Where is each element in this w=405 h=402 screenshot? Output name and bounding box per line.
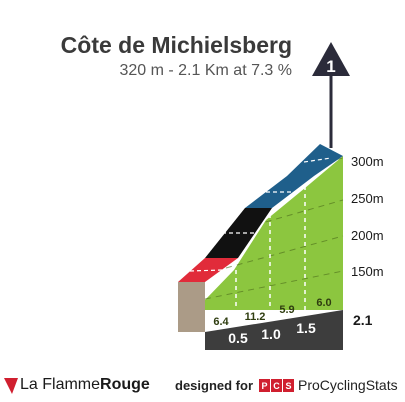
laflammerouge-brand: La FlammeRouge	[20, 376, 150, 394]
segment-ribbon-4	[287, 144, 343, 176]
pcs-badge-icon: P C S	[259, 379, 294, 392]
gradient-label-1: 6.4	[213, 316, 229, 328]
pcs-name: ProCyclingStats	[298, 377, 398, 393]
ribbon-dashes	[189, 157, 332, 272]
km-label-0.5: 0.5	[228, 330, 248, 346]
altitude-tick-200: 200m	[351, 228, 384, 243]
km-label-1.5: 1.5	[296, 320, 316, 336]
profile-face	[205, 156, 343, 310]
designed-for-label: designed for	[175, 378, 254, 393]
pcs-badge-s-letter: S	[285, 381, 291, 391]
marker-triangle-icon	[312, 42, 350, 76]
total-distance-label: 2.1	[353, 312, 373, 328]
segment-ribbon-1	[178, 258, 238, 282]
pcs-badge-c-letter: C	[273, 381, 280, 391]
km-separators	[235, 186, 306, 310]
laflammerouge-logo-icon	[4, 378, 18, 394]
ribbon-dash-4	[303, 157, 332, 163]
flame-shape	[4, 378, 18, 394]
gradient-label-3: 5.9	[279, 304, 294, 316]
gridline-200	[225, 235, 344, 269]
gradient-label-2: 11.2	[245, 311, 266, 323]
climb-marker: 1	[312, 42, 350, 148]
pcs-badge-p	[259, 379, 270, 392]
brand-prefix: La Flamme	[20, 376, 101, 393]
climb-title: Côte de Michielsberg	[60, 32, 292, 58]
climb-subtitle: 320 m - 2.1 Km at 7.3 %	[119, 62, 292, 79]
segment-ribbon-3	[245, 176, 314, 208]
gridline-150	[204, 270, 344, 300]
gradient-label-4: 6.0	[316, 297, 331, 309]
ribbon-dash-1	[189, 269, 223, 272]
altitude-tick-150: 150m	[351, 264, 384, 279]
pcs-badge-c	[271, 379, 282, 392]
altitude-tick-300: 300m	[351, 154, 384, 169]
distance-bar	[205, 310, 343, 350]
pcs-badge-p-letter: P	[261, 381, 267, 391]
pcs-badge-s	[283, 379, 294, 392]
km-label-1.0: 1.0	[261, 326, 281, 342]
marker-number: 1	[326, 57, 335, 76]
profile-base	[178, 282, 205, 332]
climb-profile-chart: 1 6.4 11.2 5.9 6.0 0.5 1.0 1.5	[178, 42, 384, 350]
gridline-250	[254, 199, 344, 226]
brand-suffix: Rouge	[100, 376, 150, 393]
altitude-tick-250: 250m	[351, 191, 384, 206]
